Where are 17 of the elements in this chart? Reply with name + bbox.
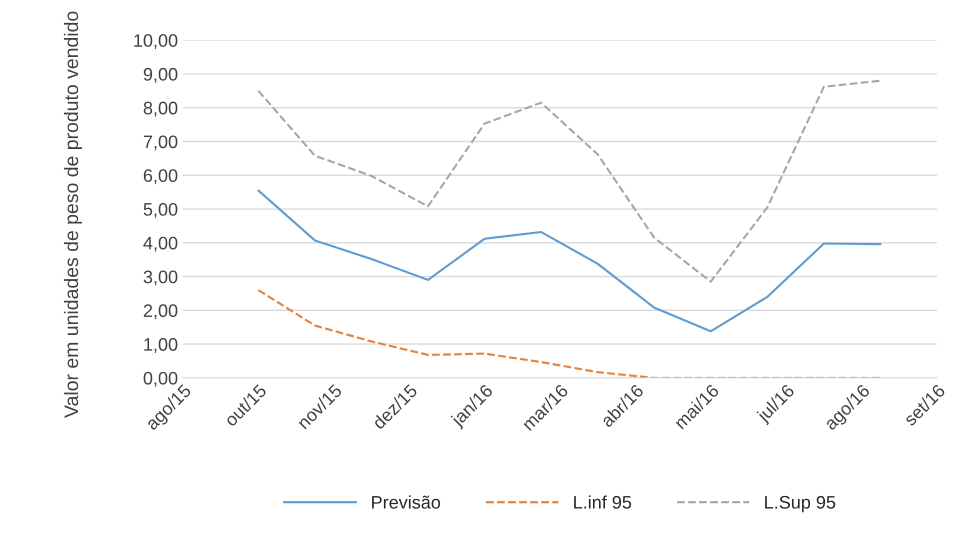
legend-label: Previsão bbox=[372, 495, 440, 509]
y-tick-label: 4,00 bbox=[143, 236, 178, 252]
y-tick-label: 6,00 bbox=[144, 169, 178, 184]
y-tick-label: 7,00 bbox=[144, 135, 178, 150]
y-tick-label: 10,00 bbox=[134, 34, 178, 50]
y-tick-label: 1,00 bbox=[144, 338, 178, 353]
line-series bbox=[257, 80, 882, 283]
y-axis-title: Valor em unidades de peso de produto vendido bbox=[64, 12, 82, 418]
line-series bbox=[257, 189, 882, 332]
legend-label: L.inf 95 bbox=[574, 495, 632, 509]
y-tick-label: 5,00 bbox=[144, 202, 178, 218]
y-tick-label: 2,00 bbox=[144, 304, 178, 320]
line-series bbox=[257, 289, 882, 378]
y-tick-label: 3,00 bbox=[144, 270, 178, 286]
legend-label: L.Sup 95 bbox=[765, 496, 836, 512]
y-tick-label: 9,00 bbox=[144, 68, 178, 83]
y-tick-label: 8,00 bbox=[144, 102, 178, 117]
